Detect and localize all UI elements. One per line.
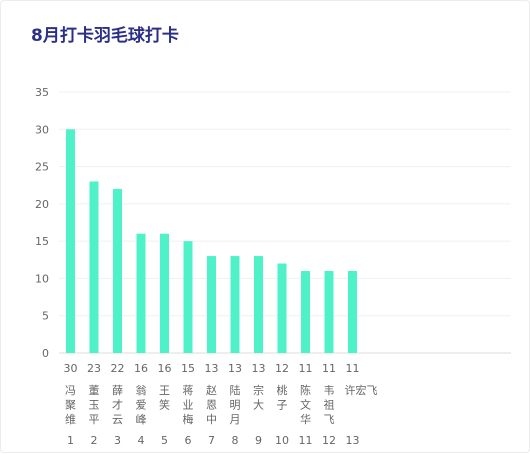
- value-label: 12: [275, 362, 289, 375]
- rank-label: 7: [208, 434, 215, 447]
- bar: [254, 256, 263, 353]
- value-label: 23: [87, 362, 101, 375]
- value-label: 15: [181, 362, 195, 375]
- y-tick-label: 35: [35, 86, 49, 99]
- value-label: 11: [346, 362, 360, 375]
- rank-label: 3: [114, 434, 121, 447]
- y-tick-label: 25: [35, 161, 49, 174]
- value-label: 13: [205, 362, 219, 375]
- value-label: 30: [64, 362, 78, 375]
- category-label: 许宏飞: [345, 383, 378, 397]
- y-tick-label: 15: [35, 235, 49, 248]
- category-label: 桃子: [277, 383, 288, 412]
- y-tick-label: 30: [35, 123, 49, 136]
- category-label: 冯聚维: [65, 384, 76, 426]
- y-tick-label: 0: [42, 347, 49, 360]
- category-label: 宗大: [253, 383, 264, 412]
- rank-label: 5: [161, 434, 168, 447]
- value-label: 11: [299, 362, 313, 375]
- bar: [66, 129, 75, 353]
- bar: [324, 270, 334, 353]
- category-label: 薛才云: [112, 384, 123, 426]
- category-label: 赵恩中: [206, 383, 217, 426]
- value-label: 13: [228, 362, 242, 375]
- rank-label: 11: [299, 434, 313, 447]
- rank-label: 13: [346, 434, 360, 447]
- rank-label: 9: [255, 434, 262, 447]
- rank-label: 6: [185, 434, 192, 447]
- rank-label: 10: [275, 434, 289, 447]
- bar: [348, 270, 357, 353]
- category-label: 王笑: [159, 384, 170, 412]
- category-label: 蒋业梅: [183, 384, 194, 426]
- value-label: 16: [134, 362, 148, 375]
- bar: [277, 263, 287, 353]
- bar: [136, 233, 146, 353]
- rank-label: 1: [67, 434, 74, 447]
- y-tick-label: 5: [42, 310, 49, 323]
- y-tick-label: 20: [35, 198, 49, 211]
- rank-label: 8: [232, 434, 239, 447]
- page-title: 8月打卡羽毛球打卡: [31, 26, 179, 46]
- bar: [207, 256, 216, 353]
- bar: [89, 181, 99, 353]
- bar: [230, 256, 240, 353]
- rank-label: 2: [91, 434, 98, 447]
- bar: [183, 241, 193, 353]
- category-label: 陈文华: [300, 383, 311, 426]
- category-label: 韦祖飞: [324, 384, 335, 426]
- rank-label: 4: [138, 434, 145, 447]
- category-label: 翁爱峰: [136, 383, 147, 426]
- bar: [301, 270, 310, 353]
- value-label: 11: [322, 362, 336, 375]
- value-label: 13: [252, 362, 266, 375]
- category-label: 董玉平: [89, 384, 100, 426]
- value-label: 16: [158, 362, 172, 375]
- value-label: 22: [111, 362, 125, 375]
- bar: [113, 188, 122, 353]
- y-tick-label: 10: [35, 272, 49, 285]
- bar: [160, 233, 169, 353]
- category-label: 陆明月: [230, 383, 241, 426]
- rank-label: 12: [322, 434, 336, 447]
